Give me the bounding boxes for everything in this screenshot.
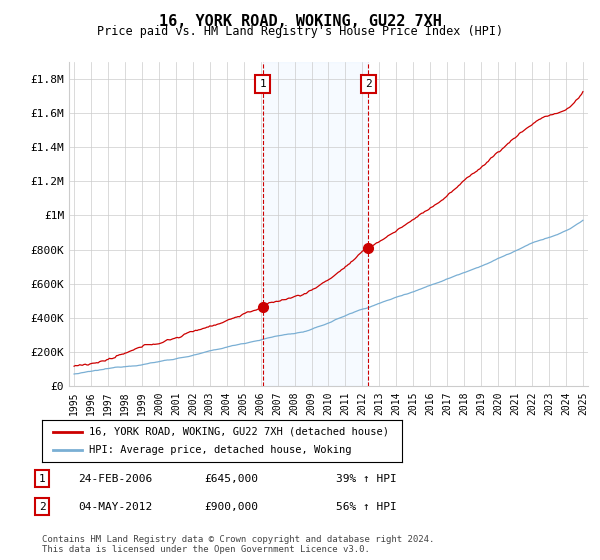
Text: 1: 1 bbox=[38, 474, 46, 484]
Text: 39% ↑ HPI: 39% ↑ HPI bbox=[336, 474, 397, 484]
Bar bbox=[263, 62, 368, 386]
Text: Contains HM Land Registry data © Crown copyright and database right 2024.
This d: Contains HM Land Registry data © Crown c… bbox=[42, 535, 434, 554]
Text: 56% ↑ HPI: 56% ↑ HPI bbox=[336, 502, 397, 512]
Text: £645,000: £645,000 bbox=[204, 474, 258, 484]
Text: 2: 2 bbox=[365, 80, 372, 90]
Text: HPI: Average price, detached house, Woking: HPI: Average price, detached house, Woki… bbox=[89, 445, 352, 455]
Text: 1: 1 bbox=[259, 80, 266, 90]
Text: 04-MAY-2012: 04-MAY-2012 bbox=[78, 502, 152, 512]
Text: 2: 2 bbox=[38, 502, 46, 512]
Text: 16, YORK ROAD, WOKING, GU22 7XH (detached house): 16, YORK ROAD, WOKING, GU22 7XH (detache… bbox=[89, 427, 389, 437]
Text: Price paid vs. HM Land Registry's House Price Index (HPI): Price paid vs. HM Land Registry's House … bbox=[97, 25, 503, 38]
Text: 16, YORK ROAD, WOKING, GU22 7XH: 16, YORK ROAD, WOKING, GU22 7XH bbox=[158, 14, 442, 29]
Text: 24-FEB-2006: 24-FEB-2006 bbox=[78, 474, 152, 484]
Text: £900,000: £900,000 bbox=[204, 502, 258, 512]
